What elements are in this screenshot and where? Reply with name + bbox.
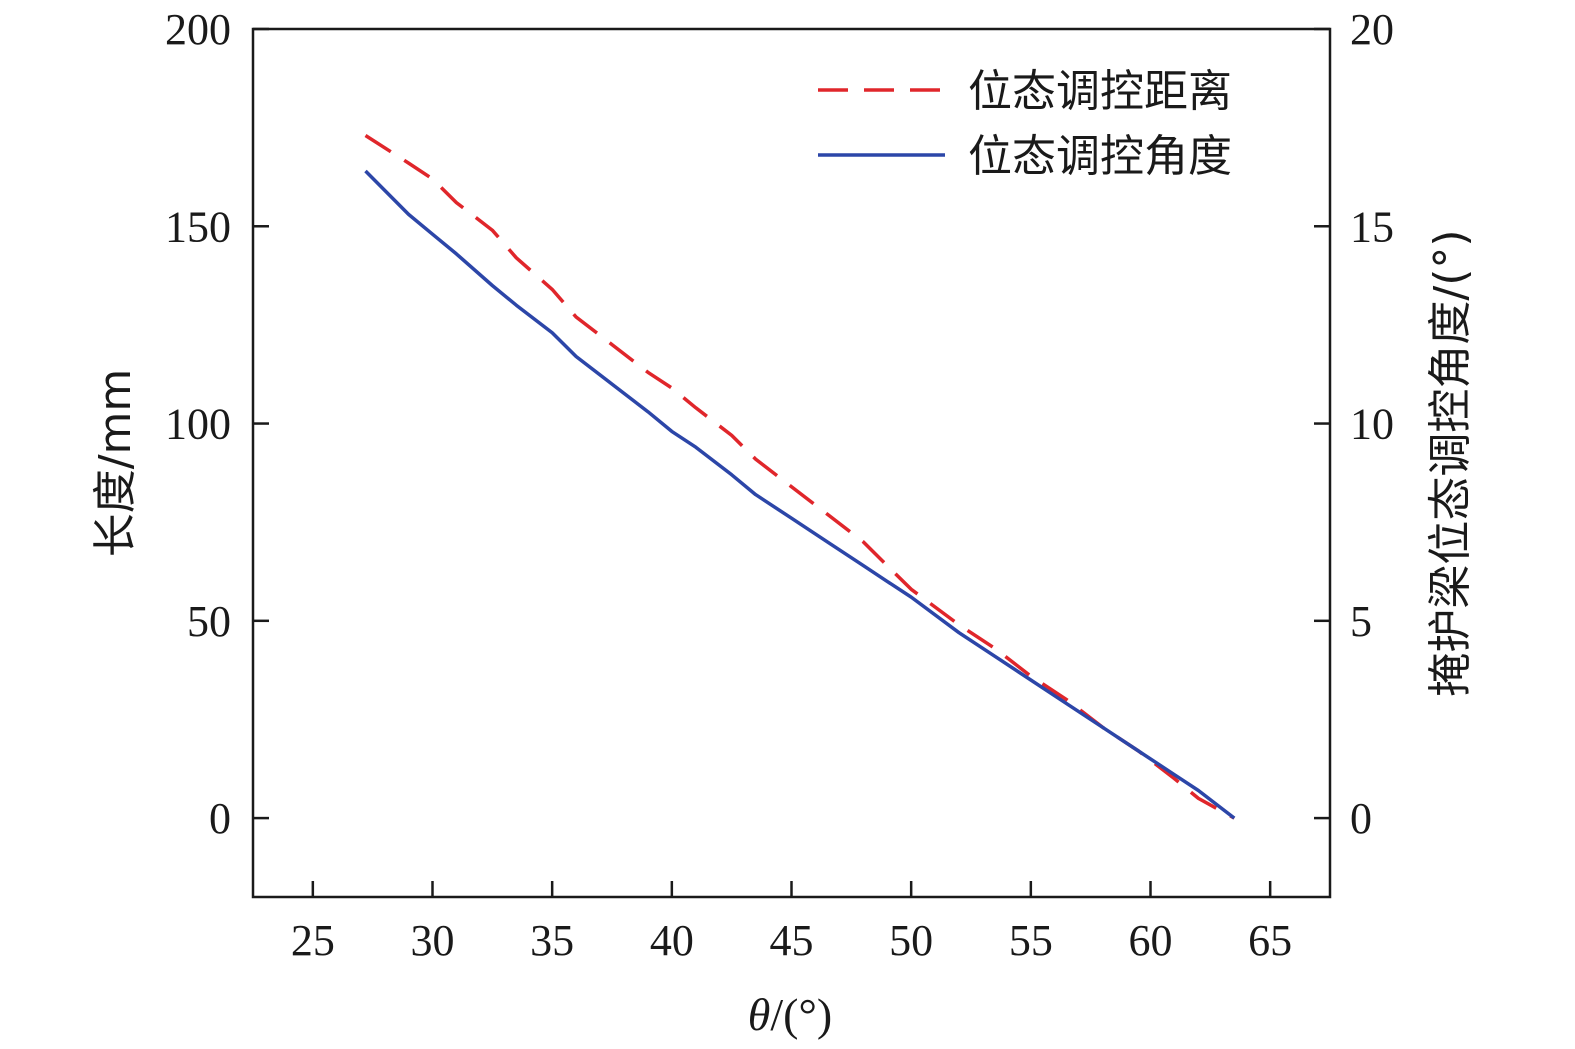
legend-label-angle: 位态调控角度 — [968, 131, 1232, 182]
y-right-tick-label: 20 — [1350, 5, 1394, 54]
series-layer — [364, 134, 1236, 820]
tick-labels: 25 30 35 40 45 50 55 60 65 0 50 100 150 200 0 5 10 15 20 — [165, 5, 1394, 965]
x-tick-label: 60 — [1129, 916, 1173, 965]
x-tick-label: 55 — [1009, 916, 1053, 965]
x-axis-title-unit: /(°) — [770, 989, 832, 1040]
x-tick-label: 65 — [1248, 916, 1292, 965]
x-axis-title-italic: θ — [748, 989, 771, 1040]
series-line-angle — [364, 169, 1236, 820]
y-right-tick-label: 5 — [1350, 597, 1372, 646]
y-right-axis-title: 掩护梁位态调控角度/(°) — [1425, 229, 1476, 696]
legend-label-distance: 位态调控距离 — [968, 66, 1232, 117]
y-left-axis-title: 长度/mm — [90, 369, 141, 558]
y-right-tick-label: 15 — [1350, 202, 1394, 251]
y-left-tick-label: 50 — [187, 597, 231, 646]
x-tick-label: 30 — [411, 916, 455, 965]
x-tick-label: 45 — [770, 916, 814, 965]
y-left-tick-label: 100 — [165, 400, 231, 449]
x-tick-label: 50 — [889, 916, 933, 965]
y-left-tick-label: 200 — [165, 5, 231, 54]
y-right-tick-label: 0 — [1350, 794, 1372, 843]
x-tick-label: 35 — [530, 916, 574, 965]
x-axis-title: θ/(°) — [748, 989, 832, 1040]
plot-frame — [251, 27, 1332, 899]
x-tick-label: 40 — [650, 916, 694, 965]
y-left-tick-label: 0 — [209, 794, 231, 843]
series-line-distance — [364, 134, 1236, 820]
x-tick-label: 25 — [291, 916, 335, 965]
legend: 位态调控距离 位态调控角度 — [818, 66, 1232, 182]
y-left-tick-label: 150 — [165, 202, 231, 251]
y-right-tick-label: 10 — [1350, 400, 1394, 449]
